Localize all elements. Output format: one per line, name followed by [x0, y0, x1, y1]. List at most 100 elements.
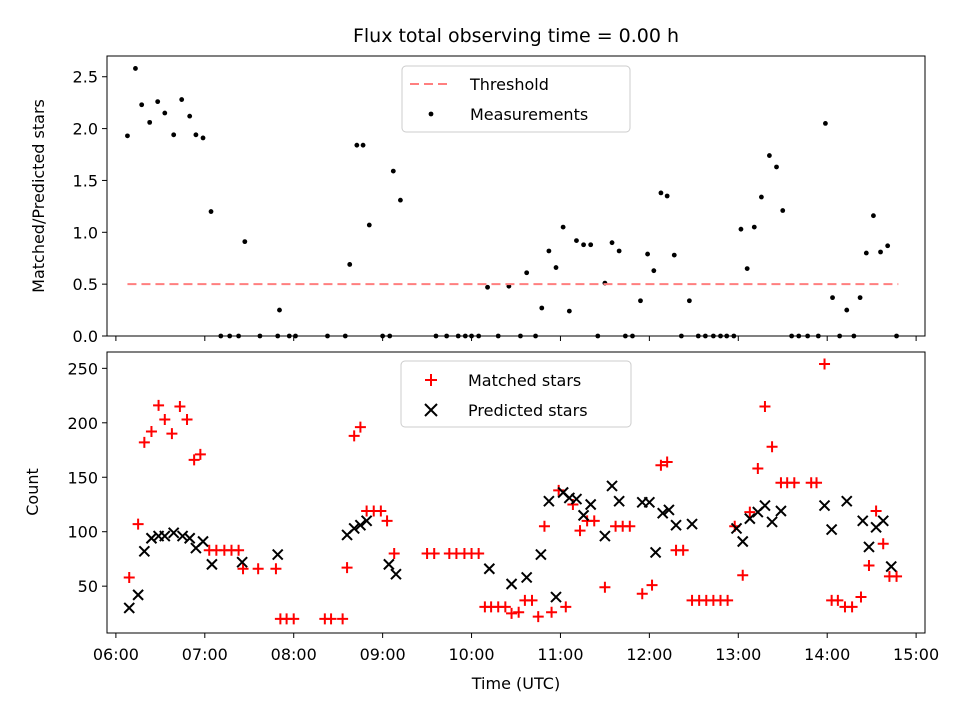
measurement-point: [193, 132, 199, 138]
measurement-point: [390, 168, 396, 174]
predicted-star-point: [857, 515, 869, 527]
measurement-point: [830, 295, 835, 301]
predicted-star-point: [167, 527, 180, 539]
matched-star-point: [766, 441, 778, 453]
measurement-point: [200, 135, 206, 141]
measurement-point: [767, 153, 772, 158]
count-legend-box: [400, 360, 632, 428]
measurement-point: [616, 248, 622, 254]
measurement-point: [179, 97, 185, 102]
matched-star-point: [166, 428, 178, 440]
predicted-star-point: [383, 558, 395, 571]
count-y-tick-label: 250: [67, 359, 98, 378]
predicted-star-point: [737, 535, 749, 548]
x-tick-label: 14:00: [804, 645, 850, 664]
measurement-point: [759, 194, 764, 200]
measurement-point: [686, 298, 692, 304]
measurement-point: [347, 262, 353, 267]
matched-star-point: [811, 477, 823, 489]
predicted-star-point: [159, 530, 171, 542]
matched-star-point: [270, 563, 282, 575]
matched-star-point: [788, 477, 800, 489]
matched-star-point: [722, 594, 734, 606]
predicted-star-point: [360, 515, 373, 527]
matched-star-point: [138, 436, 150, 448]
chart-title: Flux total observing time = 0.00 h: [353, 25, 679, 47]
measurement-point: [658, 190, 664, 196]
predicted-star-point: [183, 532, 196, 544]
predicted-star-point: [643, 496, 656, 509]
ratio-y-axis: 0.0 0.5 1.0 1.5 2.0 2.5: [73, 68, 107, 346]
predicted-star-point: [543, 495, 555, 507]
count-y-tick-label: 100: [67, 523, 98, 542]
count-y-tick-label: 50: [78, 577, 98, 596]
ratio-y-tick-label: 1.0: [73, 223, 98, 242]
predicted-star-point: [550, 591, 562, 603]
matched-star-point: [159, 414, 171, 426]
x-tick-label: 06:00: [93, 645, 139, 664]
matched-star-point: [325, 613, 337, 625]
matched-star-point: [123, 571, 135, 583]
predicted-star-point: [132, 589, 144, 601]
matched-star-point: [506, 607, 518, 619]
legend-measurements-label: Measurements: [470, 105, 588, 124]
predicted-star-point: [145, 532, 158, 544]
count-points: [123, 358, 903, 625]
matched-star-point: [132, 518, 144, 530]
legend-threshold-label: Threshold: [469, 75, 549, 94]
measurement-point: [885, 243, 891, 249]
measurement-point: [574, 238, 579, 243]
ratio-x-ticks: [115, 336, 917, 341]
predicted-star-point: [584, 498, 597, 511]
measurement-point: [609, 240, 615, 246]
measurement-point: [155, 99, 161, 105]
ratio-legend-box: [401, 65, 631, 133]
predicted-star-point: [613, 495, 625, 507]
measurement-point: [738, 226, 744, 232]
predicted-star-point: [570, 493, 583, 505]
measurement-point: [398, 197, 403, 203]
predicted-star-point: [730, 522, 743, 535]
matched-star-point: [288, 613, 300, 625]
measurement-point: [844, 307, 850, 313]
measurement-point: [823, 121, 828, 126]
measurement-point: [187, 113, 193, 119]
predicted-star-point: [354, 519, 367, 531]
matched-star-point: [354, 421, 366, 433]
matched-star-point: [737, 569, 749, 581]
measurement-point: [774, 164, 779, 170]
legend-predicted-swatch: [424, 403, 438, 417]
count-y-tick-label: 200: [67, 414, 98, 433]
matched-star-point: [863, 559, 875, 571]
matched-star-point: [337, 613, 349, 625]
measurement-point: [780, 208, 786, 213]
predicted-star-point: [236, 556, 248, 568]
measurement-point: [651, 268, 657, 274]
matched-star-point: [832, 594, 844, 606]
predicted-star-point: [877, 515, 889, 527]
count-y-tick-label: 150: [67, 468, 98, 487]
predicted-star-point: [505, 578, 518, 590]
x-tick-label: 12:00: [626, 645, 672, 664]
ratio-y-tick-label: 1.5: [73, 171, 98, 190]
measurement-points: [125, 66, 899, 339]
predicted-star-point: [818, 499, 831, 512]
measurement-point: [125, 133, 130, 139]
measurement-point: [863, 250, 869, 256]
predicted-star-point: [123, 602, 135, 614]
predicted-star-point: [348, 522, 360, 535]
matched-star-point: [752, 463, 764, 475]
legend-measurements-swatch: [428, 111, 434, 117]
predicted-star-point: [885, 560, 897, 573]
matched-star-point: [252, 563, 264, 575]
predicted-star-point: [272, 548, 284, 561]
measurement-point: [242, 239, 248, 245]
measurement-point: [857, 295, 863, 301]
matched-star-point: [526, 594, 538, 606]
measurement-point: [546, 248, 552, 254]
matched-star-point: [661, 456, 673, 468]
measurement-point: [485, 284, 490, 290]
measurement-point: [360, 142, 366, 148]
measurement-point: [566, 308, 572, 314]
matched-star-point: [348, 430, 360, 442]
